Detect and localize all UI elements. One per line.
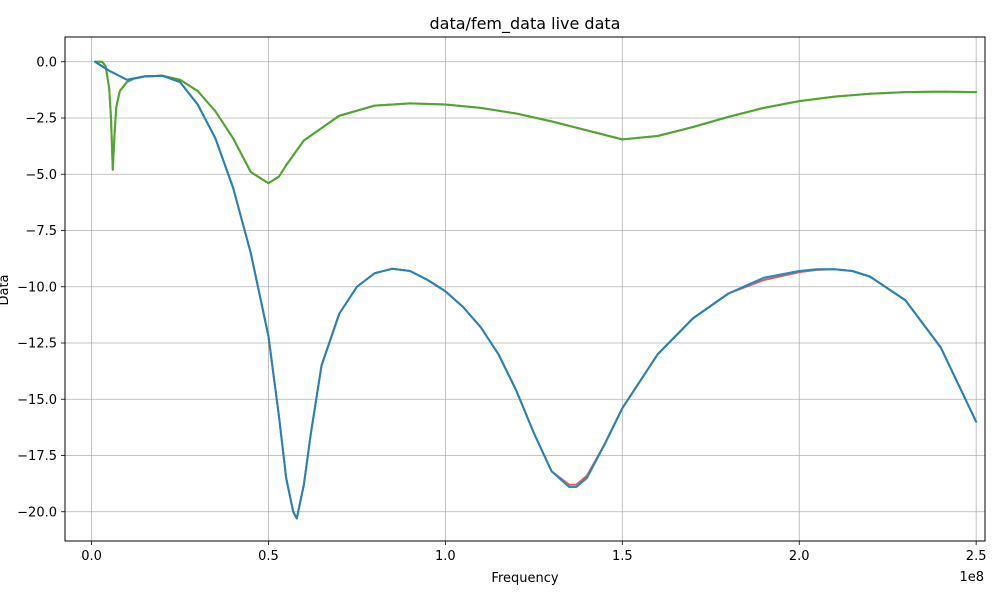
y-tick-label: 0.0 bbox=[36, 55, 57, 70]
x-tick-label: 1.5 bbox=[612, 549, 633, 564]
grid bbox=[65, 37, 985, 541]
x-tick-label: 0.5 bbox=[258, 549, 279, 564]
series-line-2 bbox=[94, 60, 978, 185]
x-tick-label: 0.0 bbox=[81, 549, 102, 564]
x-tick-label: 2.5 bbox=[966, 549, 987, 564]
chart-title: data/fem_data live data bbox=[430, 14, 621, 34]
y-tick-label: −7.5 bbox=[25, 224, 57, 239]
y-tick-label: −15.0 bbox=[17, 393, 57, 408]
x-tick-label: 2.0 bbox=[789, 549, 810, 564]
y-tick-label: −2.5 bbox=[25, 112, 57, 127]
y-tick-label: −10.0 bbox=[17, 280, 57, 295]
x-axis-label: Frequency bbox=[491, 571, 558, 586]
x-tick-label: 1.0 bbox=[435, 549, 456, 564]
y-tick-label: −17.5 bbox=[17, 449, 57, 464]
x-axis-offset-label: 1e8 bbox=[959, 570, 984, 585]
y-tick-label: −5.0 bbox=[25, 168, 57, 183]
plot-frame bbox=[64, 36, 986, 542]
y-axis-label: Data bbox=[0, 274, 12, 305]
series-line-5 bbox=[94, 60, 978, 520]
y-tick-label: −12.5 bbox=[17, 337, 57, 352]
axis-ticks: 0.0 0.5 1.0 1.5 2.0 2.5 0.0 −2.5 −5.0 −7.5 −10.0 −1… bbox=[17, 55, 986, 564]
series-group bbox=[94, 60, 978, 520]
y-tick-label: −20.0 bbox=[17, 505, 57, 520]
